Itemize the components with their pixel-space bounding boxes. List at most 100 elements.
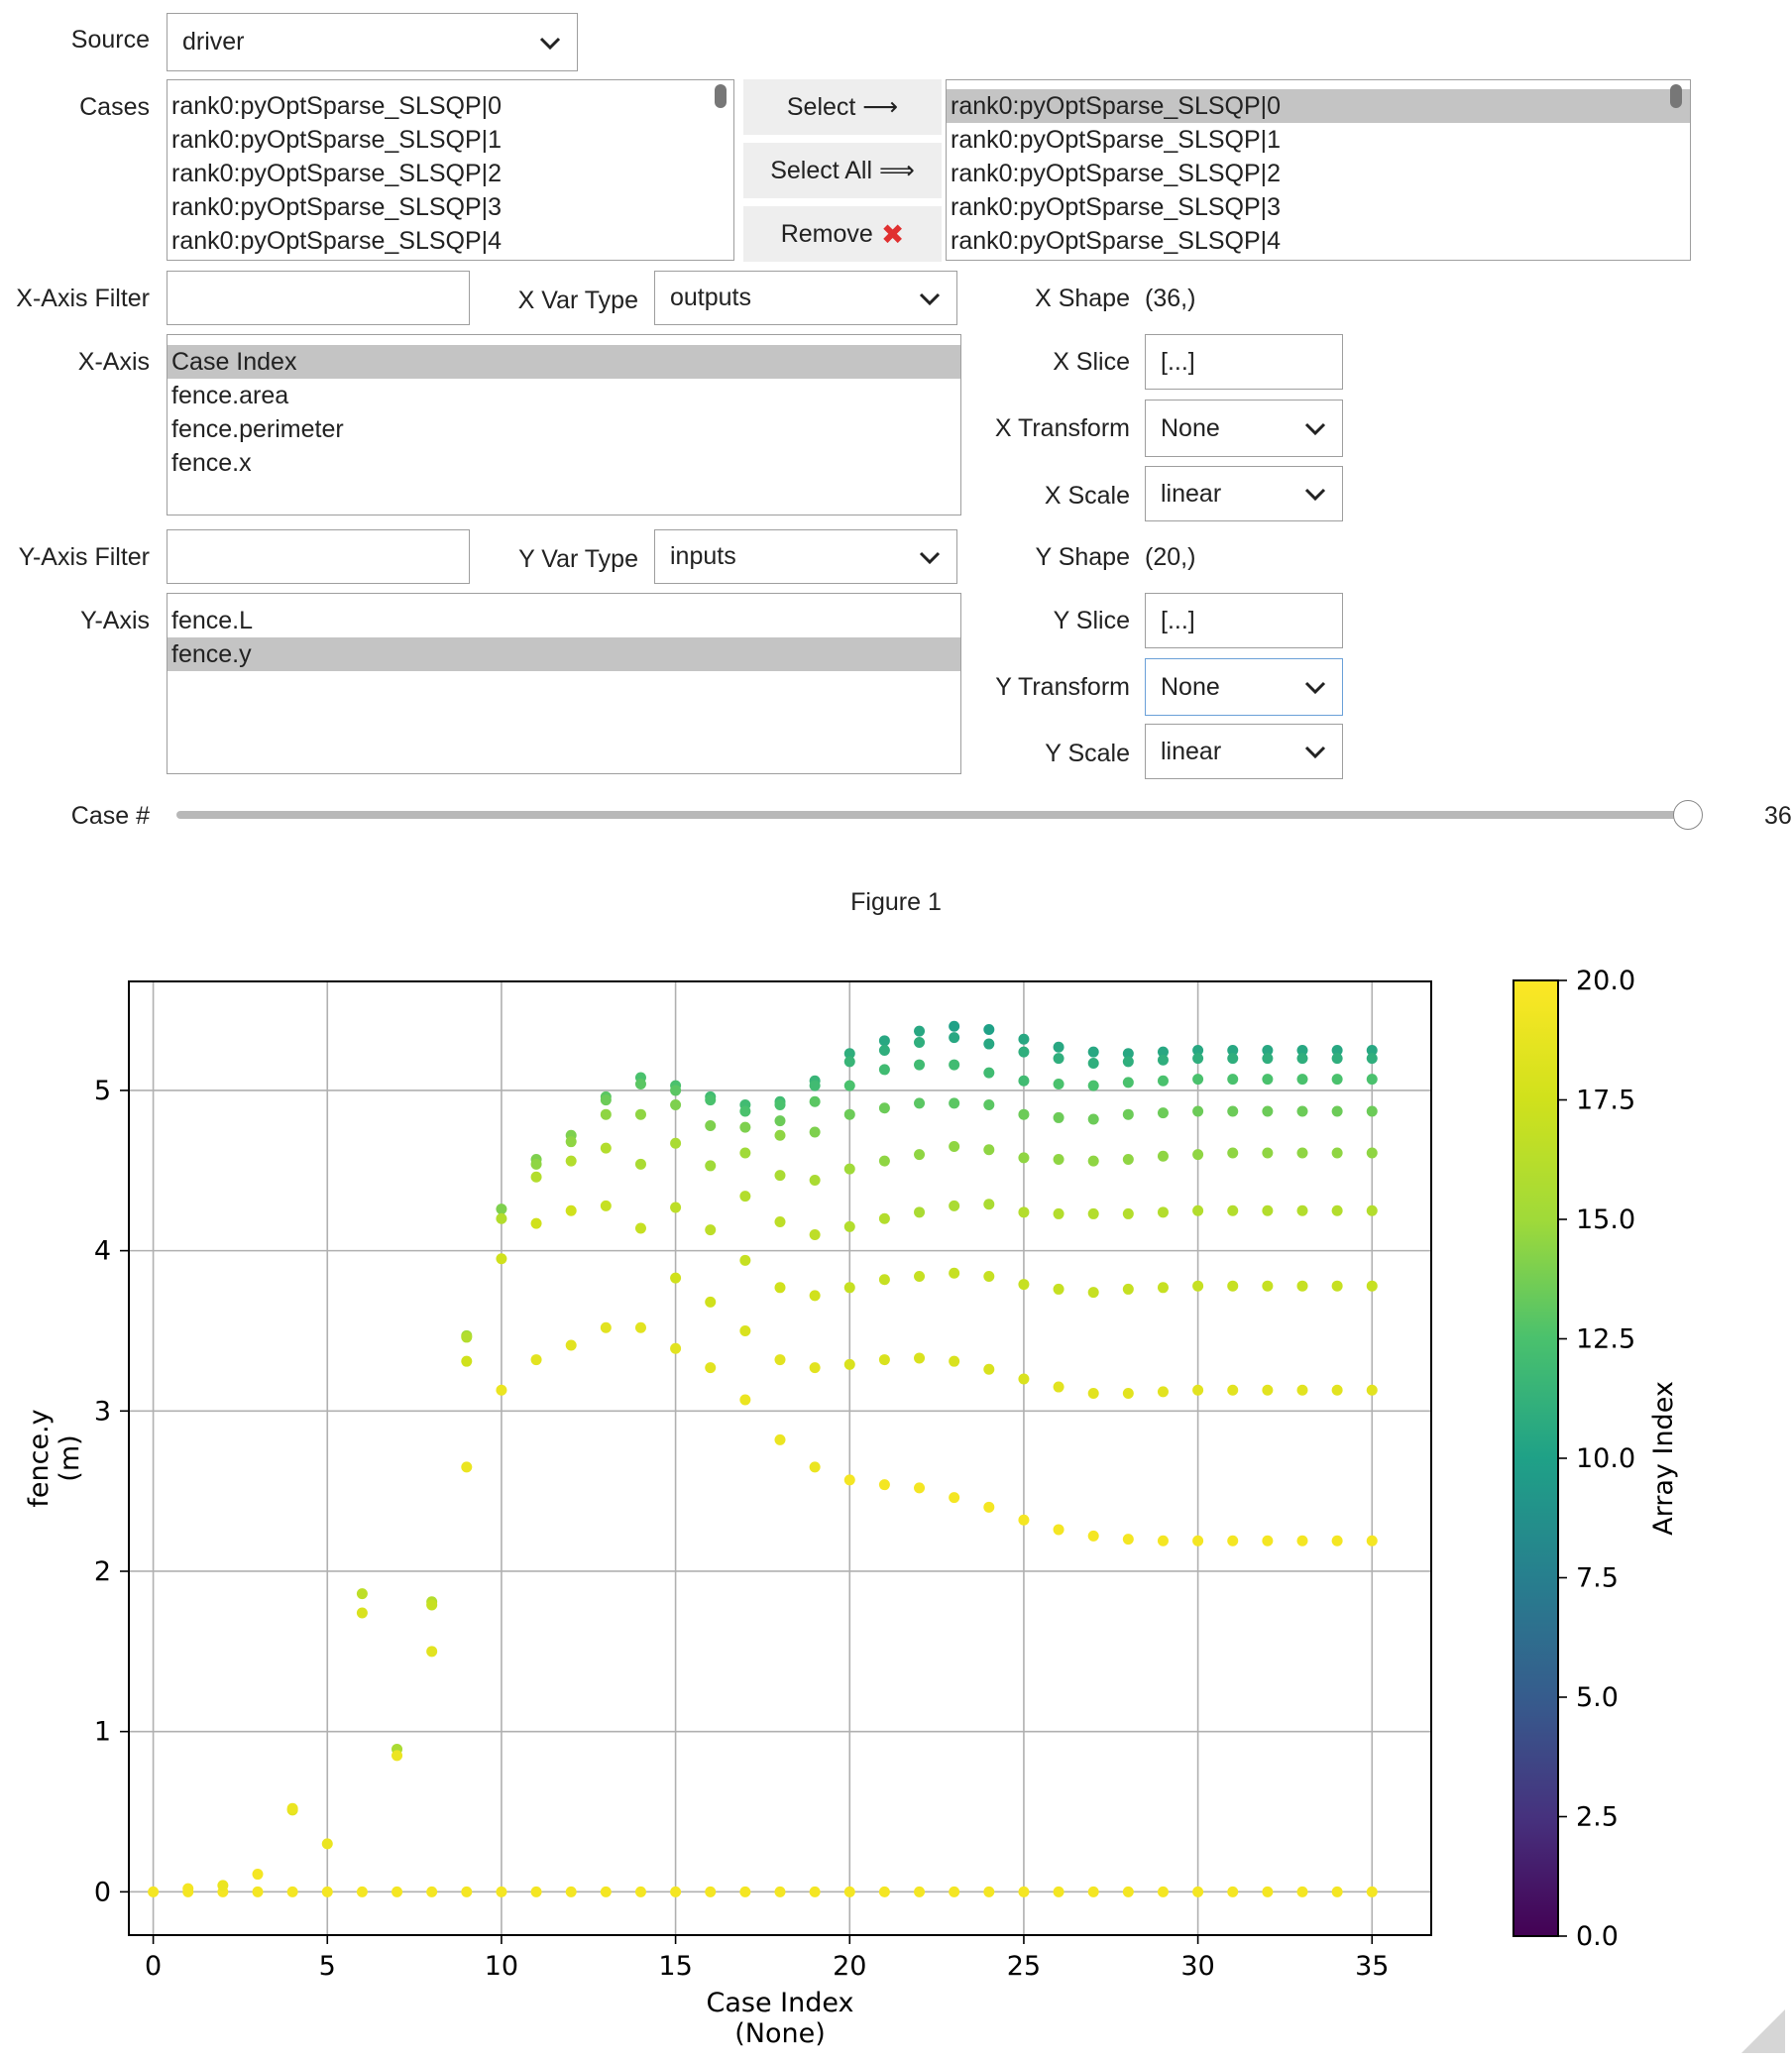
- x-axis-filter-input[interactable]: [167, 271, 470, 325]
- list-item[interactable]: Case Index: [168, 345, 960, 379]
- x-tick-label: 25: [1007, 1951, 1041, 1982]
- list-item[interactable]: rank0:pyOptSparse_SLSQP|1: [951, 126, 1282, 154]
- data-point: [392, 1750, 403, 1762]
- x-var-type-value: outputs: [670, 284, 752, 311]
- remove-button[interactable]: Remove ✖: [743, 206, 942, 262]
- data-point: [914, 1059, 926, 1071]
- data-point: [1192, 1535, 1204, 1546]
- list-item[interactable]: rank0:pyOptSparse_SLSQP|0: [947, 89, 1690, 123]
- data-point: [1296, 1074, 1308, 1086]
- data-point: [705, 1296, 717, 1308]
- list-item[interactable]: rank0:pyOptSparse_SLSQP|4: [171, 227, 503, 255]
- data-point: [1262, 1384, 1274, 1396]
- list-item[interactable]: fence.perimeter: [171, 415, 344, 443]
- resize-handle-icon[interactable]: [1739, 2007, 1787, 2055]
- y-axis-list[interactable]: fence.L fence.y: [167, 593, 961, 774]
- data-point: [914, 1886, 926, 1897]
- chevron-down-icon: [1304, 745, 1326, 759]
- scatter-plot: 0 5 10 15 20 25 30 35 0 1 2 3 4 5 Case Index(None) fenc…: [24, 966, 1679, 2049]
- data-point: [1018, 1373, 1030, 1385]
- y-var-type-value: inputs: [670, 542, 736, 570]
- data-point: [1157, 1107, 1169, 1119]
- list-item[interactable]: rank0:pyOptSparse_SLSQP|1: [171, 126, 503, 154]
- y-tick-label: 3: [94, 1396, 111, 1427]
- data-point: [809, 1886, 821, 1897]
- source-select[interactable]: driver: [167, 13, 578, 71]
- scrollbar[interactable]: [1670, 84, 1682, 108]
- y-slice-input[interactable]: [...]: [1145, 593, 1343, 648]
- data-point: [843, 1056, 855, 1068]
- data-point: [1157, 1535, 1169, 1546]
- data-point: [1296, 1105, 1308, 1117]
- data-point: [461, 1331, 473, 1343]
- chevron-down-icon: [1304, 681, 1326, 695]
- x-transform-value: None: [1161, 413, 1220, 442]
- select-all-button[interactable]: Select All ⟹: [743, 143, 942, 198]
- y-tick-label: 1: [94, 1717, 111, 1748]
- data-point: [1192, 1045, 1204, 1057]
- data-point: [983, 1886, 995, 1897]
- data-point: [949, 1032, 960, 1044]
- list-item[interactable]: rank0:pyOptSparse_SLSQP|2: [171, 160, 503, 187]
- y-transform-select[interactable]: None: [1145, 658, 1343, 716]
- list-item[interactable]: fence.y: [168, 637, 960, 671]
- data-point: [1227, 1535, 1239, 1546]
- data-point: [1018, 1886, 1030, 1897]
- x-transform-select[interactable]: None: [1145, 400, 1343, 457]
- data-point: [878, 1155, 890, 1167]
- x-slice-value: [...]: [1161, 347, 1195, 376]
- source-label: Source: [70, 26, 150, 54]
- list-item[interactable]: rank0:pyOptSparse_SLSQP|3: [951, 193, 1282, 221]
- data-point: [843, 1108, 855, 1120]
- cases-selected-list[interactable]: rank0:pyOptSparse_SLSQP|0 rank0:pyOptSpa…: [946, 79, 1691, 261]
- data-point: [1122, 1077, 1134, 1088]
- list-item[interactable]: rank0:pyOptSparse_SLSQP|4: [951, 227, 1282, 255]
- data-point: [1227, 1886, 1239, 1897]
- y-scale-select[interactable]: linear: [1145, 724, 1343, 779]
- y-transform-value: None: [1161, 672, 1220, 701]
- colorbar-tick-label: 15.0: [1576, 1204, 1635, 1235]
- case-slider-handle[interactable]: [1673, 800, 1703, 830]
- data-point: [983, 1024, 995, 1036]
- y-var-type-select[interactable]: inputs: [654, 529, 957, 584]
- scrollbar[interactable]: [715, 84, 727, 108]
- y-transform-label: Y Transform: [995, 673, 1130, 701]
- x-slice-input[interactable]: [...]: [1145, 334, 1343, 390]
- list-item[interactable]: rank0:pyOptSparse_SLSQP|3: [171, 193, 503, 221]
- x-scale-label: X Scale: [1044, 482, 1130, 510]
- x-var-type-select[interactable]: outputs: [654, 271, 957, 325]
- data-point: [705, 1362, 717, 1374]
- list-item[interactable]: fence.area: [171, 382, 289, 409]
- list-item[interactable]: fence.x: [171, 449, 252, 477]
- data-point: [983, 1363, 995, 1375]
- data-point: [1366, 1105, 1378, 1117]
- data-point: [878, 1064, 890, 1076]
- data-point: [809, 1095, 821, 1107]
- data-point: [1192, 1074, 1204, 1086]
- select-button-label: Select ⟶: [786, 93, 899, 121]
- data-point: [983, 1270, 995, 1282]
- data-point: [1157, 1886, 1169, 1897]
- data-point: [1296, 1045, 1308, 1057]
- select-button[interactable]: Select ⟶: [743, 79, 942, 135]
- x-scale-select[interactable]: linear: [1145, 466, 1343, 521]
- x-tick-label: 35: [1355, 1951, 1389, 1982]
- data-point: [1366, 1886, 1378, 1897]
- list-item[interactable]: rank0:pyOptSparse_SLSQP|0: [171, 92, 503, 120]
- list-item[interactable]: rank0:pyOptSparse_SLSQP|2: [951, 160, 1282, 187]
- data-point: [774, 1129, 786, 1141]
- plot-frame: [128, 980, 1432, 1936]
- colorbar-tick-label: 20.0: [1576, 966, 1635, 996]
- data-point: [461, 1886, 473, 1897]
- data-point: [949, 1267, 960, 1279]
- case-slider-track[interactable]: [176, 811, 1689, 819]
- cases-available-list[interactable]: rank0:pyOptSparse_SLSQP|0 rank0:pyOptSpa…: [167, 79, 734, 261]
- x-axis-list[interactable]: Case Index fence.area fence.perimeter fe…: [167, 334, 961, 516]
- data-point: [461, 1461, 473, 1473]
- list-item[interactable]: fence.L: [171, 607, 254, 634]
- data-point: [843, 1080, 855, 1091]
- x-tick-label: 20: [833, 1951, 866, 1982]
- data-point: [739, 1147, 751, 1159]
- y-axis-filter-input[interactable]: [167, 529, 470, 584]
- data-point: [949, 1059, 960, 1071]
